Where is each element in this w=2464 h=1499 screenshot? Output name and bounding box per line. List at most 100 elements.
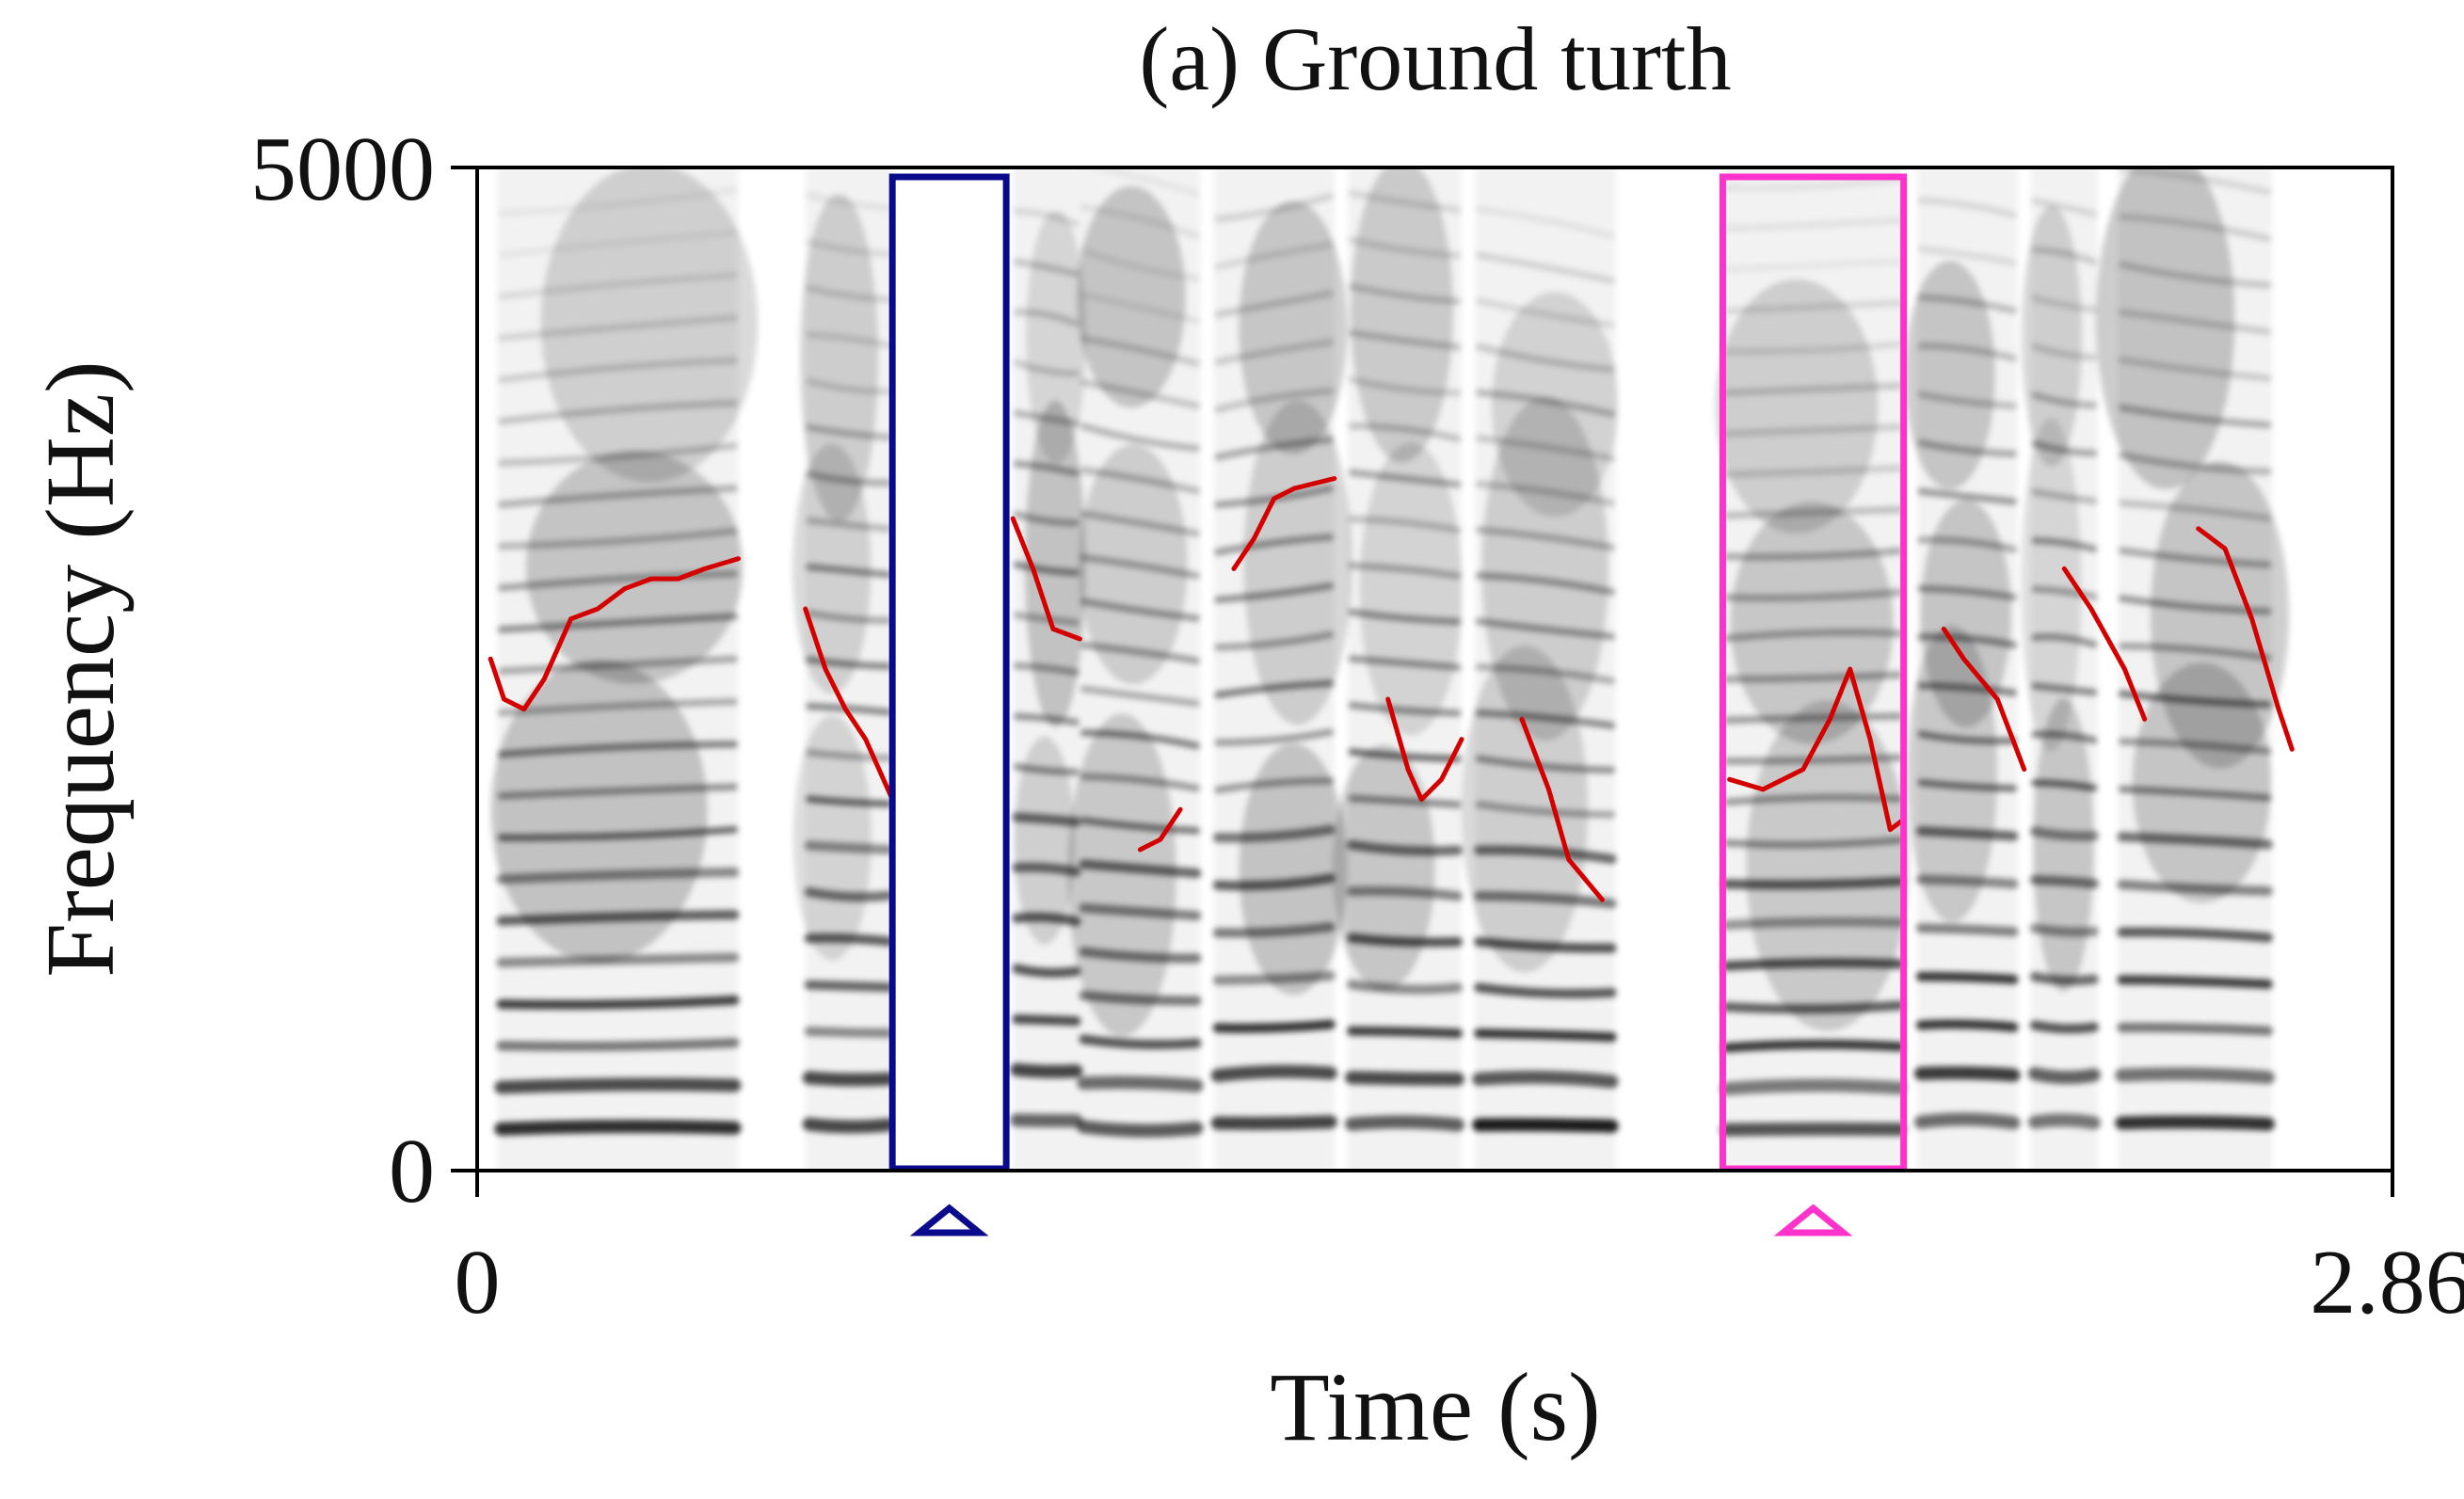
harmonic-band — [1348, 329, 1462, 351]
pitch-contour-10 — [2061, 566, 2148, 722]
harmonic-band — [1915, 971, 2019, 984]
harmonic-band — [1012, 964, 1081, 978]
harmonic-band — [1080, 729, 1200, 750]
harmonic-band — [2029, 874, 2099, 889]
harmonic-band — [1722, 423, 1904, 438]
y-tick-label-max: 5000 — [250, 119, 435, 220]
harmonic-band — [1722, 465, 1904, 478]
harmonic-band — [1722, 216, 1904, 232]
axis-ticks — [451, 166, 2394, 1197]
harmonic-band — [1012, 912, 1081, 927]
harmonic-band — [1013, 763, 1080, 775]
harmonic-band — [804, 1026, 894, 1038]
harmonic-band — [1474, 891, 1617, 909]
harmonic-band — [1915, 874, 2019, 889]
harmonic-band — [1013, 460, 1080, 477]
harmonic-band — [1085, 167, 1200, 198]
harmonic-band — [1080, 554, 1200, 580]
formant-blob — [2033, 698, 2094, 992]
harmonic-band — [1347, 980, 1463, 995]
harmonic-band — [2118, 167, 2272, 196]
harmonic-band — [2031, 633, 2098, 648]
harmonic-band — [2118, 786, 2272, 802]
harmonic-band — [1475, 755, 1616, 773]
harmonic-band — [1917, 343, 2018, 362]
harmonic-band — [1722, 794, 1904, 805]
harmonic-band — [1917, 246, 2018, 266]
harmonic-band — [2031, 488, 2098, 504]
harmonic-band — [1913, 1112, 2021, 1130]
harmonic-band — [497, 527, 738, 550]
harmonic-band — [1475, 297, 1616, 328]
harmonic-band — [1013, 208, 1080, 228]
harmonic-band — [1475, 343, 1616, 374]
x-axis-label: Time (s) — [1270, 1353, 1601, 1461]
voiced-segment — [1904, 167, 2021, 1171]
harmonic-band — [1348, 423, 1462, 442]
harmonic-band — [1474, 936, 1617, 953]
harmonic-band — [1214, 630, 1335, 651]
formant-blob — [1715, 279, 1879, 534]
harmonic-band — [497, 442, 738, 467]
harmonic-band — [1348, 469, 1462, 488]
harmonic-band — [1013, 662, 1080, 677]
harmonic-band — [497, 826, 738, 841]
pitch-contour-4 — [1137, 806, 1183, 853]
harmonic-band — [2117, 1022, 2273, 1036]
harmonic-band — [1212, 1019, 1336, 1033]
harmonic-band — [1212, 922, 1336, 938]
harmonic-band — [806, 656, 892, 670]
harmonic-band — [2031, 343, 2098, 361]
harmonic-band — [806, 702, 892, 716]
harmonic-band — [1721, 958, 1905, 971]
formant-blob — [1730, 502, 1894, 744]
harmonic-band — [1722, 341, 1904, 356]
harmonic-band — [1214, 241, 1335, 270]
harmonic-band — [806, 284, 892, 303]
harmonic-band — [1214, 192, 1335, 223]
harmonic-band — [2118, 213, 2272, 242]
pitch-contour-1 — [488, 556, 741, 712]
harmonic-band — [1214, 387, 1335, 413]
harmonic-band — [1475, 710, 1616, 729]
harmonic-band — [2031, 198, 2098, 217]
pitch-contour-2 — [803, 606, 895, 803]
harmonic-band — [1079, 947, 1202, 964]
harmonic-band — [1722, 754, 1904, 765]
harmonic-band — [1722, 175, 1904, 192]
harmonic-band — [1080, 203, 1200, 240]
harmonic-band — [1080, 379, 1200, 409]
formant-blob — [1746, 700, 1910, 1031]
harmonic-band — [1080, 423, 1200, 452]
voiced-segment — [490, 167, 759, 1171]
harmonic-band — [1915, 826, 2019, 841]
harmonic-band — [1080, 685, 1200, 707]
harmonic-band — [1348, 375, 1462, 396]
harmonic-band — [1720, 1078, 1907, 1095]
harmonic-band — [497, 485, 738, 508]
harmonic-band — [802, 1071, 896, 1087]
harmonic-band — [1080, 773, 1200, 792]
harmonic-band — [2029, 923, 2099, 937]
harmonic-band — [1475, 206, 1616, 240]
harmonic-band — [497, 186, 738, 217]
harmonic-band — [1348, 189, 1462, 214]
blue-region-triangle-marker — [909, 1204, 989, 1236]
harmonic-band — [496, 1038, 740, 1052]
harmonic-band — [1212, 824, 1336, 843]
formant-blob — [1359, 442, 1463, 736]
harmonic-band — [1012, 1014, 1081, 1027]
harmonic-band — [806, 563, 892, 579]
formant-blob — [799, 194, 879, 522]
harmonic-band — [1721, 1039, 1905, 1053]
harmonic-band — [497, 229, 738, 259]
harmonic-band — [1722, 588, 1904, 601]
harmonic-band — [1472, 1118, 1619, 1133]
harmonic-band — [806, 610, 892, 624]
harmonic-band — [1348, 794, 1462, 808]
harmonic-band — [497, 271, 738, 300]
harmonic-band — [1214, 290, 1335, 318]
harmonic-band — [1013, 258, 1080, 278]
harmonic-band — [804, 840, 894, 854]
harmonic-band — [806, 749, 892, 762]
